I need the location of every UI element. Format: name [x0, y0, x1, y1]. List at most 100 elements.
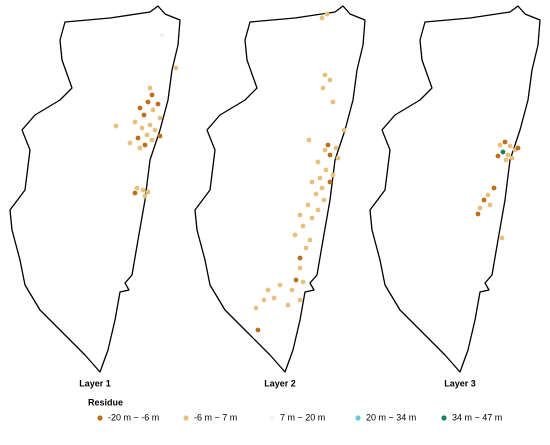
- point: [155, 101, 161, 107]
- point: [137, 145, 143, 151]
- point: [503, 157, 509, 163]
- point: [142, 193, 148, 199]
- point: [502, 139, 508, 145]
- region-outline: [369, 5, 541, 373]
- point: [330, 99, 336, 105]
- point: [341, 127, 347, 133]
- point: [507, 143, 513, 149]
- point: [325, 142, 331, 148]
- point: [144, 132, 150, 138]
- legend-swatch: [97, 415, 103, 421]
- point: [297, 255, 303, 261]
- point: [297, 297, 303, 303]
- point: [277, 282, 283, 288]
- panel-label: Layer 2: [264, 378, 296, 388]
- point: [300, 279, 306, 285]
- point: [497, 142, 503, 148]
- point: [293, 277, 299, 283]
- point: [323, 167, 329, 173]
- point: [485, 192, 491, 198]
- point: [297, 265, 303, 271]
- point: [127, 140, 133, 146]
- point: [265, 287, 271, 293]
- point: [487, 202, 493, 208]
- point: [515, 145, 521, 151]
- point: [289, 287, 295, 293]
- point: [113, 123, 119, 129]
- point: [327, 152, 333, 158]
- point: [313, 191, 319, 197]
- point: [137, 105, 143, 111]
- point: [159, 32, 165, 38]
- legend-swatch: [269, 415, 275, 421]
- point: [481, 197, 487, 203]
- points: [113, 11, 521, 333]
- point: [140, 187, 146, 193]
- legend-label: 7 m − 20 m: [280, 412, 325, 422]
- point: [142, 142, 148, 148]
- point: [157, 115, 163, 121]
- point: [147, 85, 153, 91]
- legend-label: -20 m − -6 m: [108, 412, 159, 422]
- point: [319, 15, 325, 21]
- point: [324, 11, 330, 17]
- point: [333, 145, 339, 151]
- legend: -20 m − -6 m -6 m − 7 m 7 m − 20 m 20 m − 3…: [97, 412, 502, 422]
- point: [321, 197, 327, 203]
- point: [132, 190, 138, 196]
- point: [145, 189, 151, 195]
- point: [500, 149, 506, 155]
- point: [173, 65, 179, 71]
- panel-label: Layer 3: [444, 378, 476, 388]
- point: [134, 185, 140, 191]
- point: [322, 147, 328, 153]
- panel-label: Layer 1: [79, 378, 111, 388]
- point: [315, 159, 321, 165]
- legend-label: 34 m − 47 m: [452, 412, 502, 422]
- point: [319, 185, 325, 191]
- point: [135, 135, 141, 141]
- point: [315, 207, 321, 213]
- point: [261, 297, 267, 303]
- point: [322, 72, 328, 78]
- point: [307, 237, 313, 243]
- point: [330, 172, 336, 178]
- point: [475, 211, 481, 217]
- legend-label: -6 m − 7 m: [194, 412, 237, 422]
- point: [317, 175, 323, 181]
- point: [491, 185, 497, 191]
- point: [327, 179, 333, 185]
- point: [477, 205, 483, 211]
- point: [327, 77, 333, 83]
- point: [152, 127, 158, 133]
- legend-label: 20 m − 34 m: [366, 412, 416, 422]
- legend-swatch: [441, 415, 447, 421]
- point: [132, 119, 138, 125]
- point: [495, 153, 501, 159]
- point: [499, 235, 505, 241]
- point: [320, 85, 326, 91]
- point: [335, 155, 341, 161]
- point: [309, 215, 315, 221]
- point: [149, 137, 155, 143]
- point: [141, 112, 147, 118]
- point: [147, 122, 153, 128]
- point: [145, 99, 151, 105]
- point: [139, 125, 145, 131]
- legend-title: Residue: [88, 397, 123, 407]
- region-outline: [194, 5, 366, 373]
- legend-swatch: [183, 415, 189, 421]
- point: [255, 327, 261, 333]
- point: [509, 155, 515, 161]
- region-outline: [9, 5, 181, 373]
- point: [300, 223, 306, 229]
- point: [271, 295, 277, 301]
- point: [292, 232, 298, 238]
- point: [285, 302, 291, 308]
- point: [297, 212, 303, 218]
- point: [150, 107, 156, 113]
- point: [505, 152, 511, 158]
- legend-swatch: [355, 415, 361, 421]
- point: [149, 92, 155, 98]
